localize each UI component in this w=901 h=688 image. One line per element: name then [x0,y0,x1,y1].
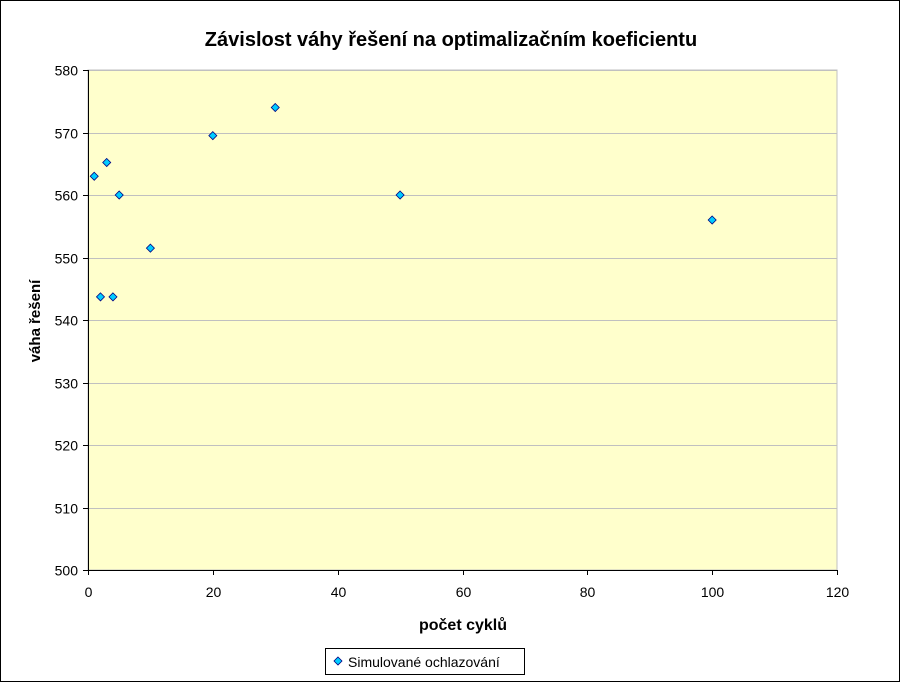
data-point [395,190,405,200]
y-axis-title: váha řešení [27,279,44,362]
axes [83,70,838,575]
gridlines [88,70,837,509]
legend: Simulované ochlazování [325,648,525,675]
data-point [95,292,106,302]
tick-labels: 500 510 520 530 540 550 560 570 580 0 20 40 60 80 100 1… [55,63,850,601]
legend-label: Simulované ochlazování [348,654,500,670]
x-tick-label: 0 [85,584,93,600]
y-tick-label: 530 [55,376,79,392]
y-tick-label: 510 [55,501,79,517]
data-point [270,102,280,113]
y-tick-label: 570 [55,126,79,142]
y-tick-label: 540 [55,313,79,329]
y-tick-label: 550 [55,251,79,267]
chart-title: Závislost váhy řešení na optimalizačním … [205,29,697,51]
x-tick-label: 100 [701,584,725,600]
x-axis-title: počet cyklů [419,617,507,634]
x-tick-label: 40 [331,584,347,600]
y-tick-label: 560 [55,188,79,204]
legend-box [325,648,525,675]
data-point [114,190,124,200]
x-tick-label: 60 [456,584,472,600]
y-tick-label: 520 [55,438,79,454]
data-point [89,171,99,181]
x-tick-label: 20 [206,584,222,600]
data-point [102,157,112,168]
y-tick-label: 580 [55,63,79,79]
x-tick-label: 120 [826,584,850,600]
data-points [89,102,717,302]
x-tick-label: 80 [580,584,596,600]
legend-marker-diamond [333,656,343,666]
data-point [707,215,717,225]
data-point [145,243,155,253]
data-point [208,131,218,141]
data-point [108,292,118,302]
y-tick-label: 500 [55,563,79,579]
